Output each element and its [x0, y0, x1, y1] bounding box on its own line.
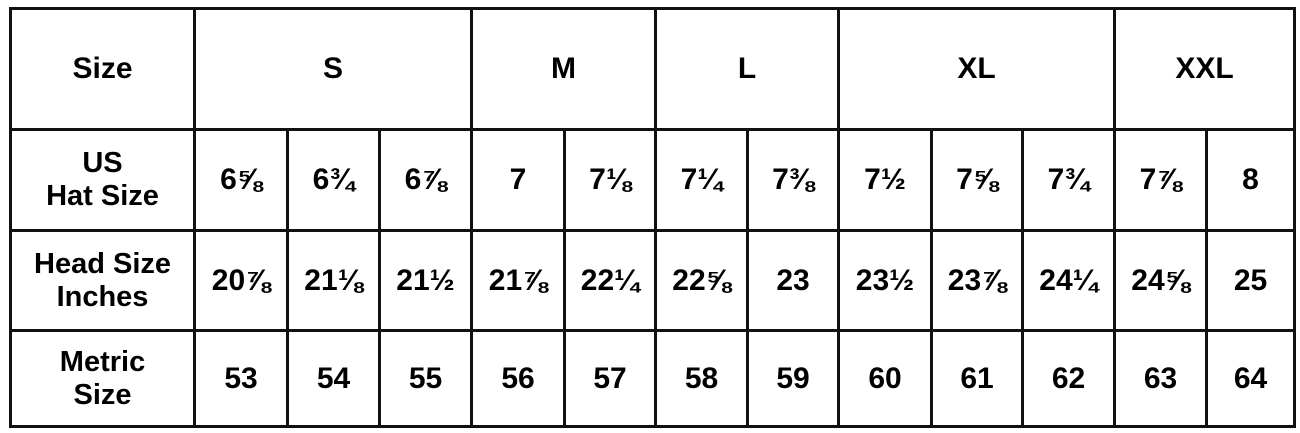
table-cell: 23½ — [837, 229, 933, 332]
row-label: US Hat Size — [9, 128, 196, 232]
table-cell: 7 — [470, 128, 566, 232]
table-cell: 24¼ — [1021, 229, 1116, 332]
table-cell: 21⅞ — [470, 229, 566, 332]
row-label-line: Size — [73, 378, 132, 411]
table-cell: 64 — [1205, 329, 1296, 428]
table-cell: 55 — [378, 329, 473, 428]
size-header-row: Size S M L XL XXL — [9, 7, 1296, 131]
hat-size-chart: Size S M L XL XXL US Hat Size 6⅝ 6¾ 6⅞ 7 7⅛ 7¼ 7… — [9, 7, 1296, 428]
table-cell: 62 — [1021, 329, 1116, 428]
table-cell: 6⅞ — [378, 128, 473, 232]
row-label: Metric Size — [9, 329, 196, 428]
row-label-line: Hat Size — [46, 180, 159, 212]
size-group-xxl: XXL — [1113, 7, 1296, 131]
size-group-l: L — [654, 7, 840, 131]
table-cell: 6¾ — [286, 128, 381, 232]
table-cell: 7⅛ — [563, 128, 657, 232]
row-label-line: Head Size — [34, 247, 171, 280]
table-cell: 7⅞ — [1113, 128, 1208, 232]
table-cell: 23⅞ — [930, 229, 1024, 332]
table-cell: 25 — [1205, 229, 1296, 332]
table-cell: 53 — [193, 329, 289, 428]
table-cell: 7⅝ — [930, 128, 1024, 232]
us-hat-size-row: US Hat Size 6⅝ 6¾ 6⅞ 7 7⅛ 7¼ 7⅜ 7½ 7⅝ 7¾ 7⅞ 8 — [9, 128, 1296, 232]
head-size-inches-row: Head Size Inches 20⅞ 21⅛ 21½ 21⅞ 22¼ 22⅝ 23 23½ 23… — [9, 229, 1296, 332]
table-cell: 60 — [837, 329, 933, 428]
table-cell: 54 — [286, 329, 381, 428]
table-cell: 7½ — [837, 128, 933, 232]
table-cell: 63 — [1113, 329, 1208, 428]
table-cell: 23 — [746, 229, 840, 332]
size-group-xl: XL — [837, 7, 1116, 131]
table-cell: 57 — [563, 329, 657, 428]
table-cell: 58 — [654, 329, 749, 428]
table-cell: 61 — [930, 329, 1024, 428]
table-cell: 22¼ — [563, 229, 657, 332]
table-cell: 6⅝ — [193, 128, 289, 232]
size-label: Size — [9, 7, 196, 131]
size-group-s: S — [193, 7, 473, 131]
table-cell: 21½ — [378, 229, 473, 332]
table-cell: 22⅝ — [654, 229, 749, 332]
row-label-line: US — [82, 147, 123, 179]
table-cell: 8 — [1205, 128, 1296, 232]
table-cell: 24⅝ — [1113, 229, 1208, 332]
metric-size-row: Metric Size 53 54 55 56 57 58 59 60 61 62 63 64 — [9, 329, 1296, 428]
table-cell: 59 — [746, 329, 840, 428]
table-cell: 7¼ — [654, 128, 749, 232]
table-cell: 7¾ — [1021, 128, 1116, 232]
table-cell: 7⅜ — [746, 128, 840, 232]
size-group-m: M — [470, 7, 657, 131]
row-label-line: Inches — [56, 280, 149, 313]
row-label: Head Size Inches — [9, 229, 196, 332]
table-cell: 20⅞ — [193, 229, 289, 332]
row-label-line: Metric — [59, 345, 146, 378]
table-cell: 21⅛ — [286, 229, 381, 332]
table-cell: 56 — [470, 329, 566, 428]
